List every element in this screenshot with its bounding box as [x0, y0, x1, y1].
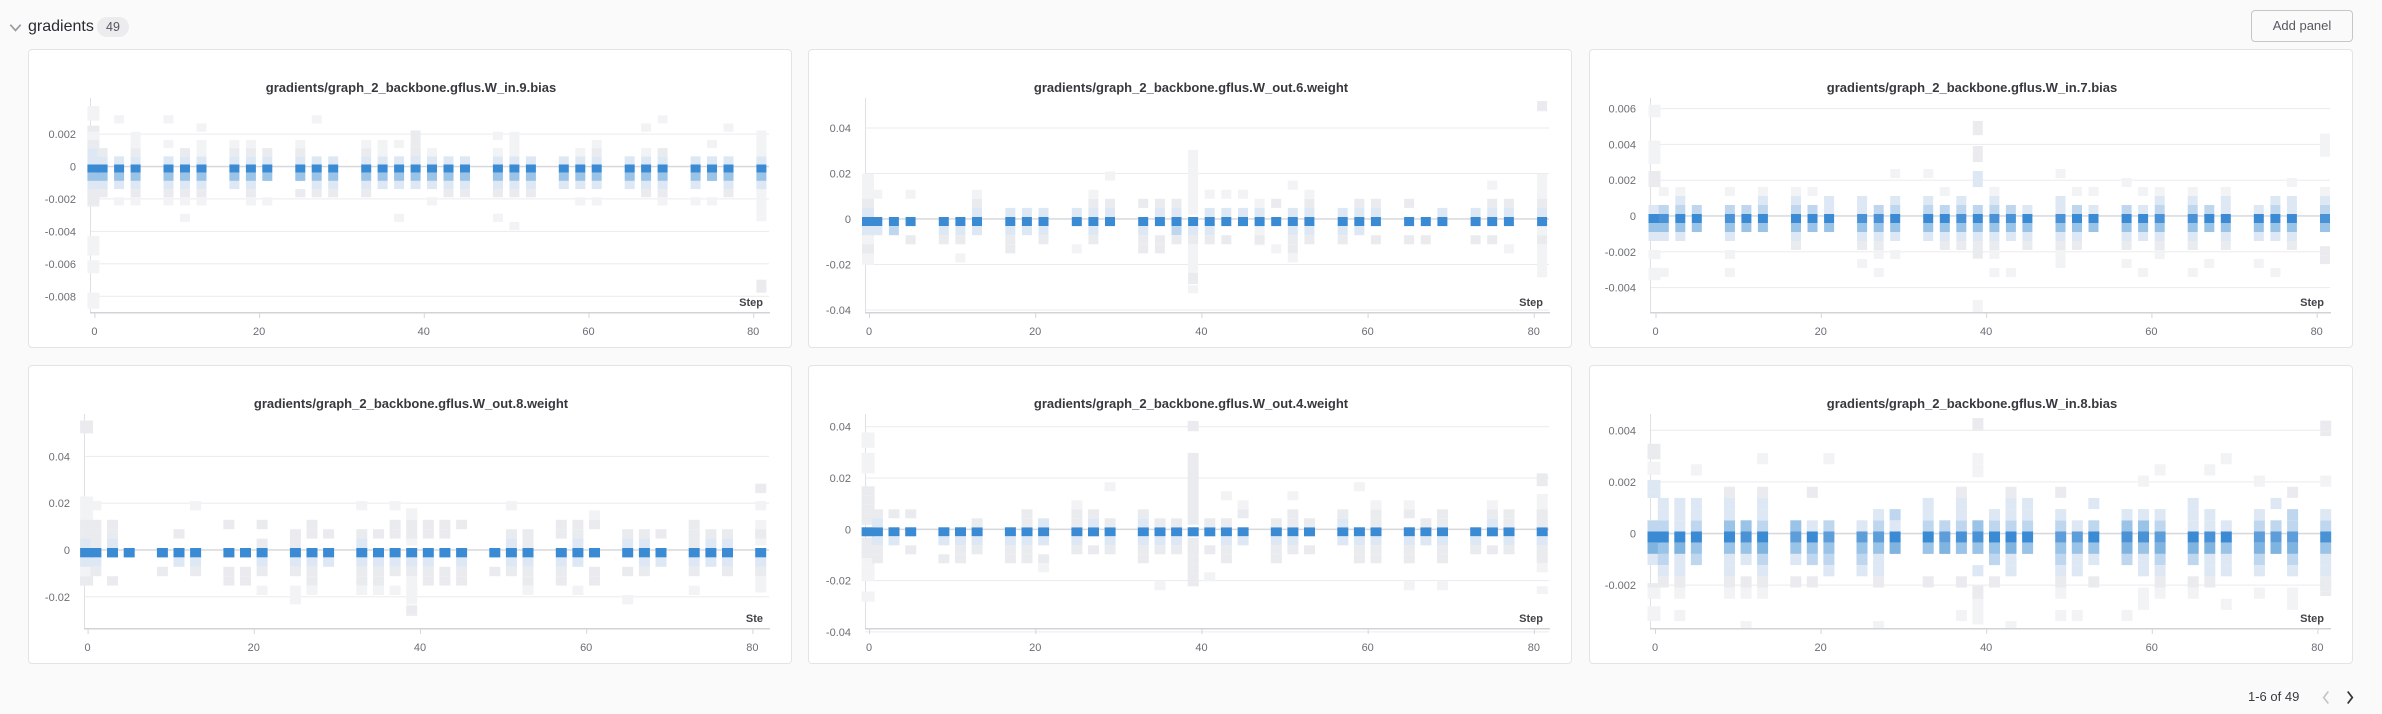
svg-text:-0.008: -0.008: [45, 291, 76, 303]
svg-text:0: 0: [1652, 642, 1658, 654]
svg-text:Step: Step: [2300, 297, 2324, 309]
svg-text:0: 0: [70, 162, 76, 174]
svg-text:-0.002: -0.002: [1605, 247, 1636, 259]
svg-text:gradients/graph_2_backbone.gfl: gradients/graph_2_backbone.gflus.W_out.4…: [1034, 396, 1349, 411]
svg-text:0.02: 0.02: [830, 473, 851, 485]
svg-text:0.006: 0.006: [1608, 104, 1636, 116]
svg-text:0: 0: [866, 326, 872, 338]
svg-text:0: 0: [64, 545, 70, 557]
svg-text:0: 0: [85, 642, 91, 654]
svg-text:0: 0: [1630, 211, 1636, 223]
svg-text:0: 0: [845, 524, 851, 536]
svg-text:0.02: 0.02: [49, 498, 70, 510]
svg-text:-0.04: -0.04: [826, 305, 851, 317]
svg-text:40: 40: [1980, 642, 1992, 654]
svg-text:Step: Step: [2300, 613, 2324, 625]
svg-text:60: 60: [2145, 326, 2157, 338]
svg-text:60: 60: [2146, 642, 2158, 654]
svg-text:40: 40: [1195, 642, 1207, 654]
svg-text:20: 20: [1814, 642, 1826, 654]
svg-text:-0.02: -0.02: [826, 576, 851, 588]
svg-text:0.02: 0.02: [830, 169, 851, 181]
svg-text:20: 20: [1815, 326, 1827, 338]
svg-text:gradients/graph_2_backbone.gfl: gradients/graph_2_backbone.gflus.W_out.6…: [1034, 80, 1349, 95]
svg-text:40: 40: [418, 326, 430, 338]
svg-text:gradients/graph_2_backbone.gfl: gradients/graph_2_backbone.gflus.W_in.8.…: [1827, 396, 2117, 411]
svg-text:gradients/graph_2_backbone.gfl: gradients/graph_2_backbone.gflus.W_in.7.…: [1827, 80, 2117, 95]
svg-text:80: 80: [747, 326, 759, 338]
svg-text:-0.004: -0.004: [1605, 283, 1636, 295]
svg-text:Step: Step: [739, 297, 763, 309]
svg-text:60: 60: [1361, 326, 1373, 338]
svg-text:20: 20: [1029, 326, 1041, 338]
svg-text:0.002: 0.002: [48, 129, 76, 141]
svg-text:-0.02: -0.02: [45, 592, 70, 604]
svg-text:-0.002: -0.002: [45, 194, 76, 206]
svg-text:80: 80: [1528, 326, 1540, 338]
svg-text:80: 80: [2311, 326, 2323, 338]
svg-text:40: 40: [1195, 326, 1207, 338]
svg-text:Step: Step: [1519, 613, 1543, 625]
svg-text:0: 0: [845, 214, 851, 226]
svg-text:40: 40: [414, 642, 426, 654]
svg-text:-0.04: -0.04: [826, 627, 851, 639]
svg-text:0.002: 0.002: [1608, 175, 1636, 187]
svg-text:80: 80: [746, 642, 758, 654]
svg-text:0.002: 0.002: [1608, 477, 1636, 489]
svg-text:-0.002: -0.002: [1605, 580, 1636, 592]
svg-text:gradients/graph_2_backbone.gfl: gradients/graph_2_backbone.gflus.W_in.9.…: [266, 80, 556, 95]
svg-text:60: 60: [1362, 642, 1374, 654]
svg-text:20: 20: [248, 642, 260, 654]
svg-text:0.04: 0.04: [830, 123, 851, 135]
svg-text:0: 0: [1630, 529, 1636, 541]
svg-text:gradients/graph_2_backbone.gfl: gradients/graph_2_backbone.gflus.W_out.8…: [254, 396, 569, 411]
svg-text:0: 0: [91, 326, 97, 338]
svg-text:60: 60: [582, 326, 594, 338]
svg-text:0.04: 0.04: [49, 451, 70, 463]
svg-text:Step: Step: [1519, 297, 1543, 309]
svg-text:-0.02: -0.02: [826, 260, 851, 272]
svg-text:0.004: 0.004: [1608, 425, 1636, 437]
svg-text:80: 80: [2311, 642, 2323, 654]
svg-text:80: 80: [1528, 642, 1540, 654]
svg-text:40: 40: [1980, 326, 1992, 338]
svg-text:0.004: 0.004: [1608, 139, 1636, 151]
svg-text:0: 0: [1652, 326, 1658, 338]
svg-text:-0.006: -0.006: [45, 259, 76, 271]
svg-text:20: 20: [1029, 642, 1041, 654]
svg-text:20: 20: [253, 326, 265, 338]
svg-text:Ste: Ste: [746, 613, 763, 625]
svg-text:-0.004: -0.004: [45, 226, 76, 238]
svg-text:0.04: 0.04: [830, 422, 851, 434]
svg-text:0: 0: [866, 642, 872, 654]
svg-text:60: 60: [580, 642, 592, 654]
